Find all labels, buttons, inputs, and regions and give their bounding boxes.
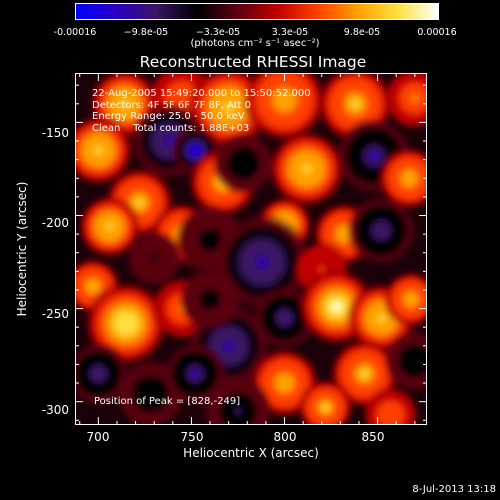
emission-blob <box>267 130 346 208</box>
total-counts-text: Clean Total counts: 1.88E+03 <box>92 122 250 134</box>
colorbar-tick-label: −3.3e-05 <box>195 27 241 38</box>
colorbar-tick-label: 3.3e-05 <box>271 27 309 38</box>
colorbar-tick-label: 9.8e-05 <box>343 27 381 38</box>
chart-title: Reconstructed RHESSI Image <box>139 53 367 71</box>
y-tick-label: -200 <box>41 216 69 230</box>
colorbar <box>75 3 439 20</box>
x-axis-title: Heliocentric X (arcsec) <box>183 446 319 460</box>
emission-blob <box>76 114 134 186</box>
emission-blob <box>242 74 327 143</box>
colorbar-unit-label: (photons cm⁻² s⁻¹ asec⁻²) <box>190 38 320 49</box>
x-tick-label: 700 <box>86 430 110 444</box>
negative-blob <box>125 230 183 287</box>
emission-blob <box>382 270 426 328</box>
emission-blob <box>297 378 354 424</box>
negative-blob <box>202 375 274 424</box>
axis-ticks <box>76 74 426 424</box>
emission-blob <box>377 146 426 211</box>
detectors-text: Detectors: 4F 5F 6F 7F 8F, Att 0 <box>92 99 252 111</box>
generation-date: 8-Jul-2013 13:18 <box>412 484 496 495</box>
negative-blob <box>211 131 276 196</box>
emission-blob <box>383 74 426 131</box>
emission-blob <box>362 386 419 424</box>
y-tick-label: -150 <box>41 126 69 140</box>
x-tick-label: 800 <box>273 430 297 444</box>
y-tick-label: -250 <box>41 307 69 321</box>
energy-range-text: Energy Range: 25.0 - 50.0 keV <box>92 111 245 122</box>
colorbar-tick-label: 0.00016 <box>417 27 457 38</box>
y-axis-title: Heliocentric Y (arcsec) <box>15 181 29 317</box>
heatmap-image <box>76 74 426 424</box>
time-range-text: 22-Aug-2005 15:49:20.000 to 15:50:52.000 <box>92 88 311 99</box>
colorbar-tick-label: −9.8e-05 <box>123 27 169 38</box>
colorbar-tick-label: -0.00016 <box>53 27 97 38</box>
peak-position-text: Position of Peak = [828,-249] <box>94 396 241 407</box>
y-tick-label: -300 <box>41 403 69 417</box>
emission-blob <box>77 194 142 259</box>
negative-blob <box>178 267 242 332</box>
negative-blob <box>345 195 417 266</box>
x-tick-label: 750 <box>180 430 204 444</box>
heatmap-plot: 22-Aug-2005 15:49:20.000 to 15:50:52.000… <box>75 73 427 425</box>
negative-blob <box>383 328 426 393</box>
x-tick-label: 850 <box>361 430 385 444</box>
